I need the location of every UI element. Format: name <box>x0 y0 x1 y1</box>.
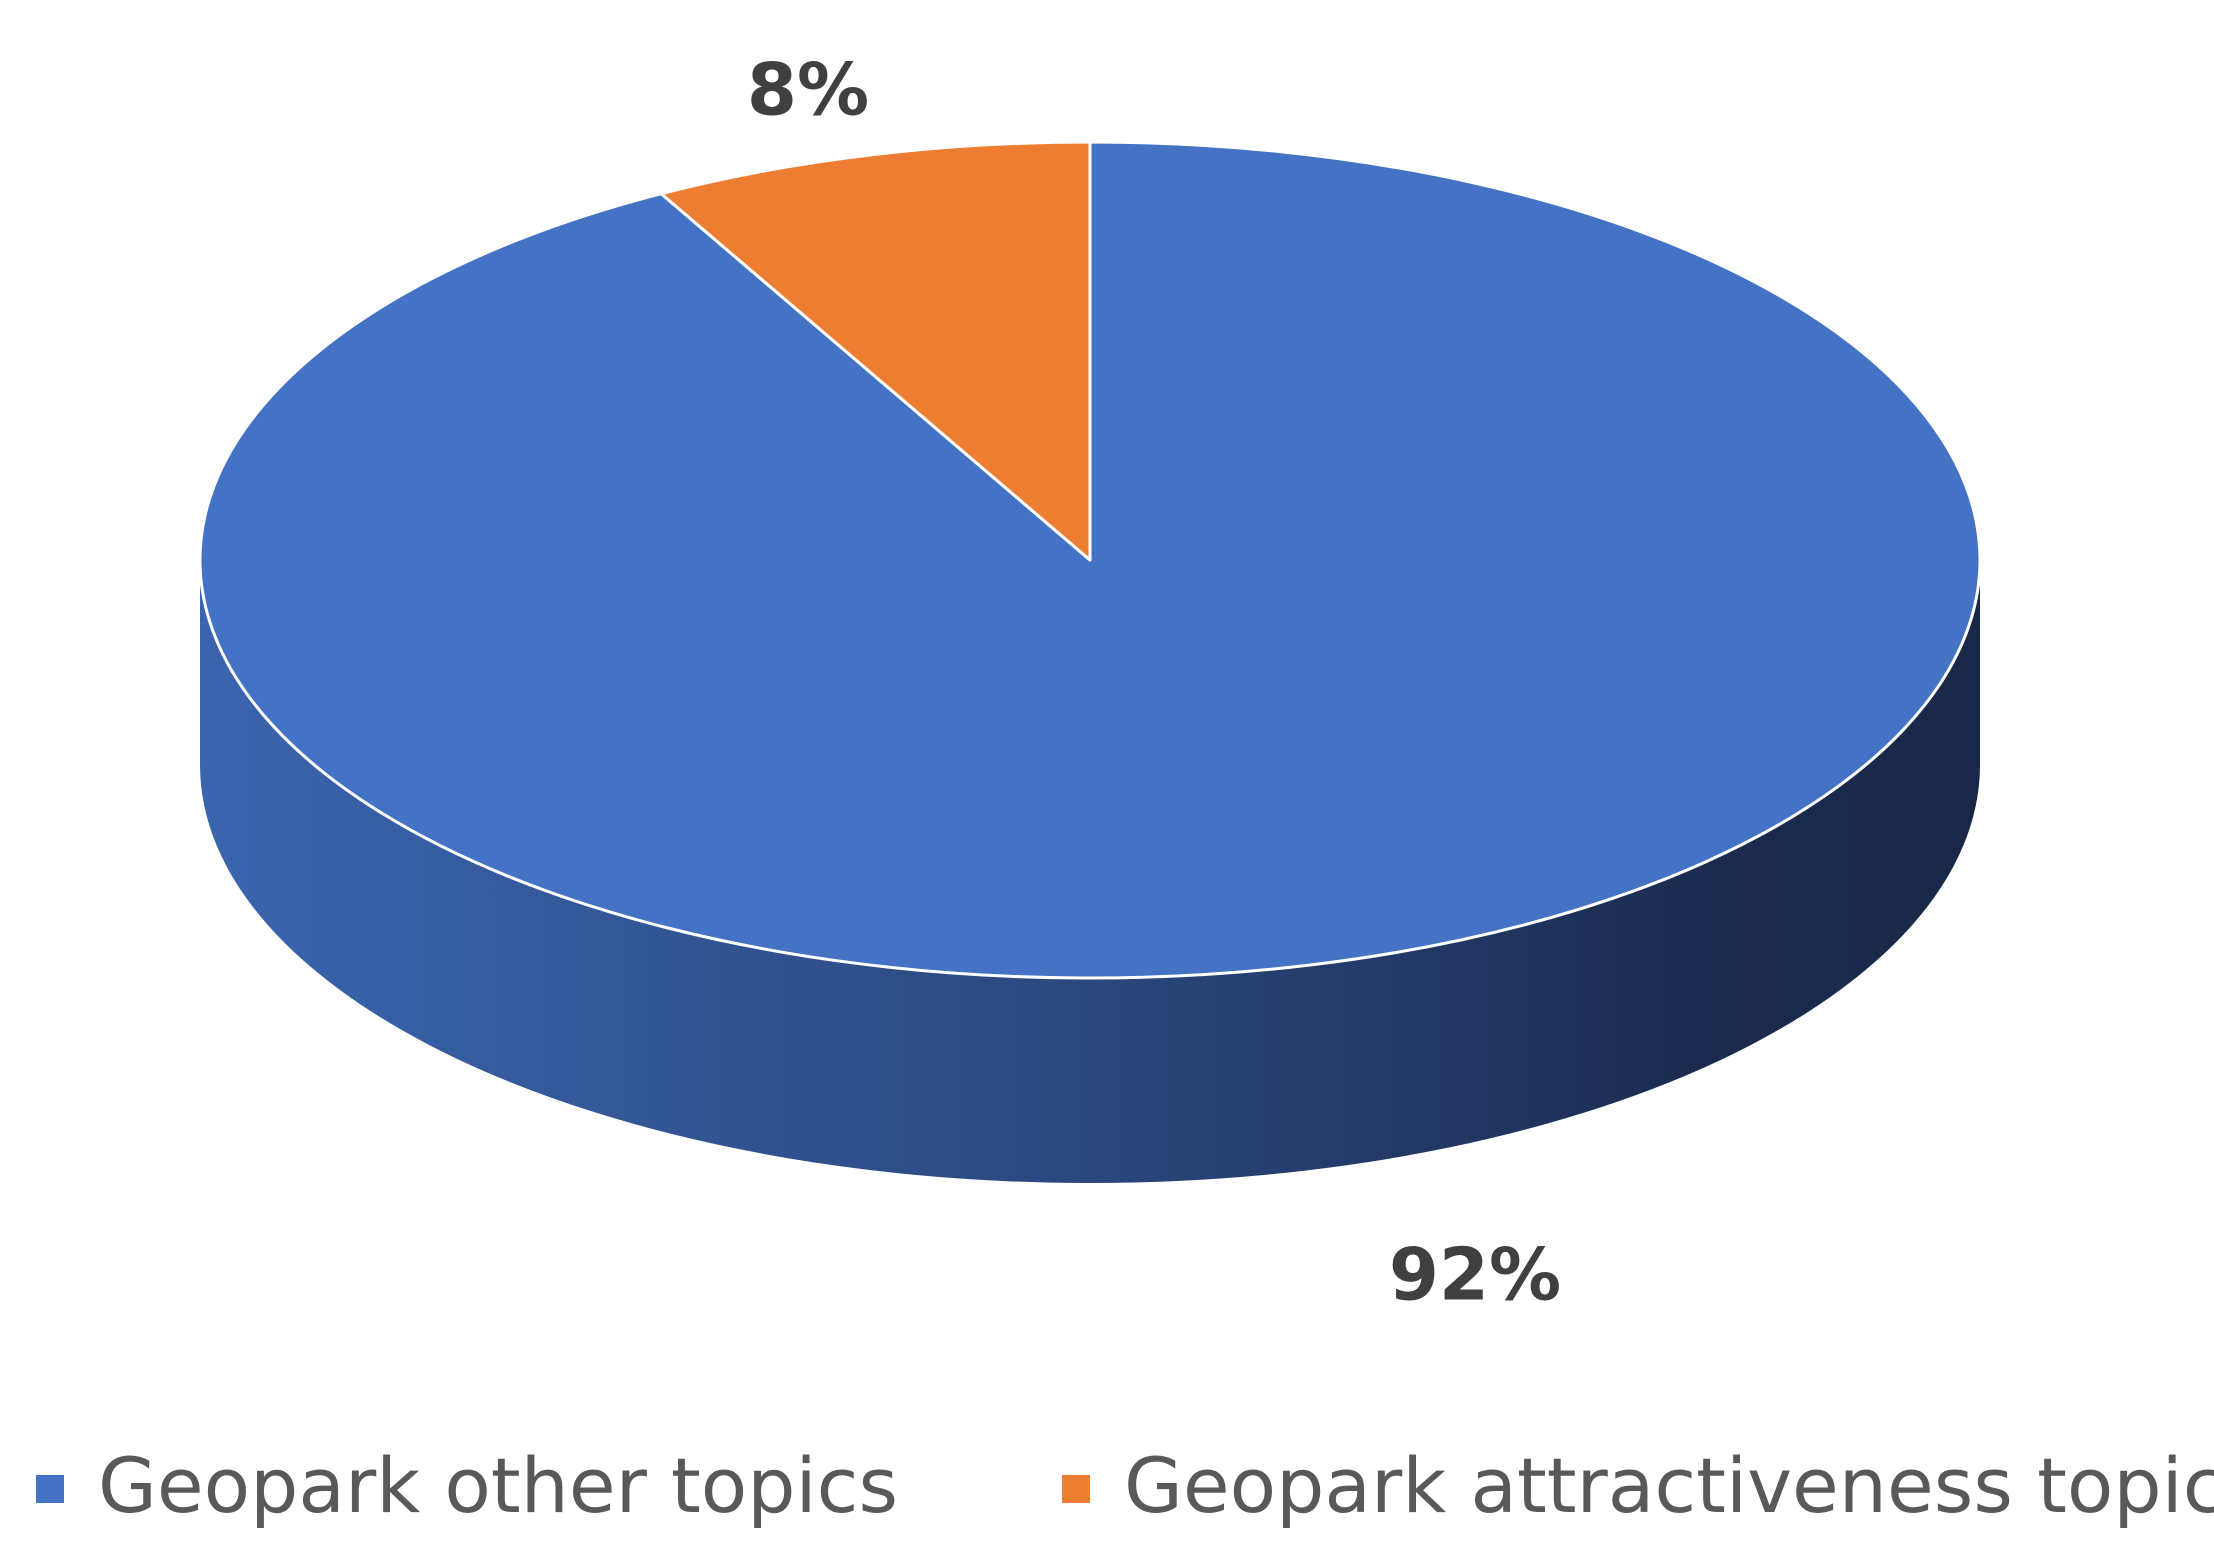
data-label-geopark-other-topics: 92% <box>1389 1233 1561 1317</box>
pie-top-layer <box>198 140 1982 980</box>
data-label-layer: 92% 8% <box>747 48 1561 1317</box>
legend: Geopark other topics Geopark attractivene… <box>36 1441 2214 1530</box>
data-label-geopark-attractiveness-topic: 8% <box>747 48 869 132</box>
legend-label-geopark-attractiveness-topic: Geopark attractiveness topic <box>1124 1441 2214 1530</box>
pie-slice-geopark-attractiveness-topic <box>659 140 1092 562</box>
legend-label-geopark-other-topics: Geopark other topics <box>98 1441 898 1530</box>
legend-swatch-geopark-other-topics <box>36 1475 64 1503</box>
legend-item-geopark-attractiveness-topic: Geopark attractiveness topic <box>1062 1441 2214 1530</box>
legend-item-geopark-other-topics: Geopark other topics <box>36 1441 898 1530</box>
pie-side-layer <box>200 560 1980 1183</box>
pie-side-geopark-other-topics <box>200 560 1980 1183</box>
legend-swatch-geopark-attractiveness-topic <box>1062 1475 1090 1503</box>
